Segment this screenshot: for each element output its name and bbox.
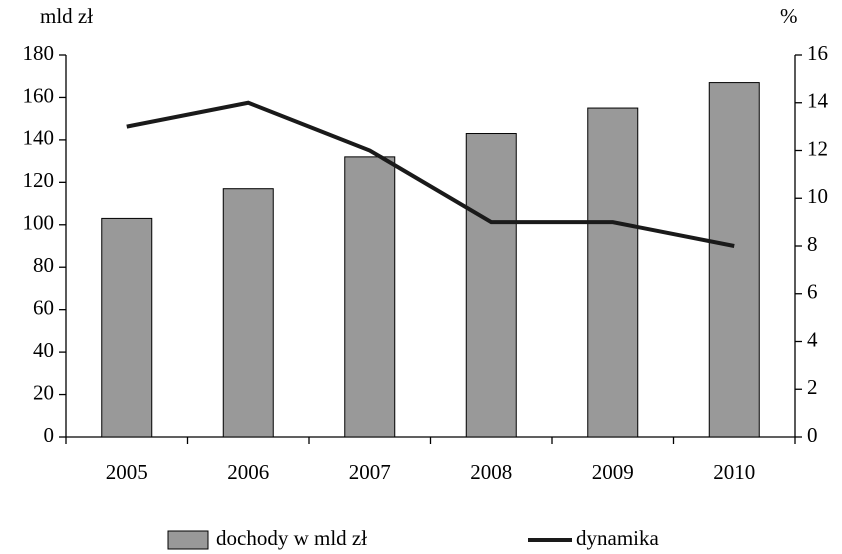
- y2-axis-label: %: [780, 4, 798, 28]
- y-tick-label: 60: [33, 295, 54, 319]
- x-tick-label: 2007: [349, 460, 391, 484]
- y2-tick-label: 12: [807, 136, 828, 160]
- y-tick-label: 140: [23, 126, 55, 150]
- legend-swatch: [167, 530, 209, 550]
- y2-tick-label: 8: [807, 232, 818, 256]
- bar: [465, 133, 517, 438]
- x-tick-label: 2009: [592, 460, 634, 484]
- y-tick-label: 120: [23, 168, 55, 192]
- bar: [101, 217, 153, 438]
- y-tick-label: 160: [23, 83, 55, 107]
- x-tick-label: 2010: [713, 460, 755, 484]
- y2-tick-label: 16: [807, 41, 828, 65]
- bar: [222, 188, 274, 438]
- x-tick-label: 2005: [106, 460, 148, 484]
- y-tick-label: 0: [44, 423, 55, 447]
- y-tick-label: 180: [23, 41, 55, 65]
- y-tick-label: 20: [33, 380, 54, 404]
- y2-tick-label: 0: [807, 423, 818, 447]
- y2-tick-label: 4: [807, 327, 818, 351]
- y2-tick-label: 14: [807, 89, 829, 113]
- legend-label: dynamika: [576, 526, 659, 550]
- y2-tick-label: 6: [807, 280, 818, 304]
- line: [126, 100, 735, 248]
- x-tick-label: 2006: [227, 460, 269, 484]
- y-axis-label: mld zł: [40, 4, 93, 28]
- legend-label: dochody w mld zł: [216, 526, 367, 550]
- y2-tick-label: 10: [807, 184, 828, 208]
- y-tick-label: 40: [33, 338, 54, 362]
- y-tick-label: 80: [33, 253, 54, 277]
- y-tick-label: 100: [23, 211, 55, 235]
- x-tick-label: 2008: [470, 460, 512, 484]
- bar: [587, 107, 639, 438]
- bar: [708, 82, 760, 438]
- bar: [344, 156, 396, 438]
- y2-tick-label: 2: [807, 375, 818, 399]
